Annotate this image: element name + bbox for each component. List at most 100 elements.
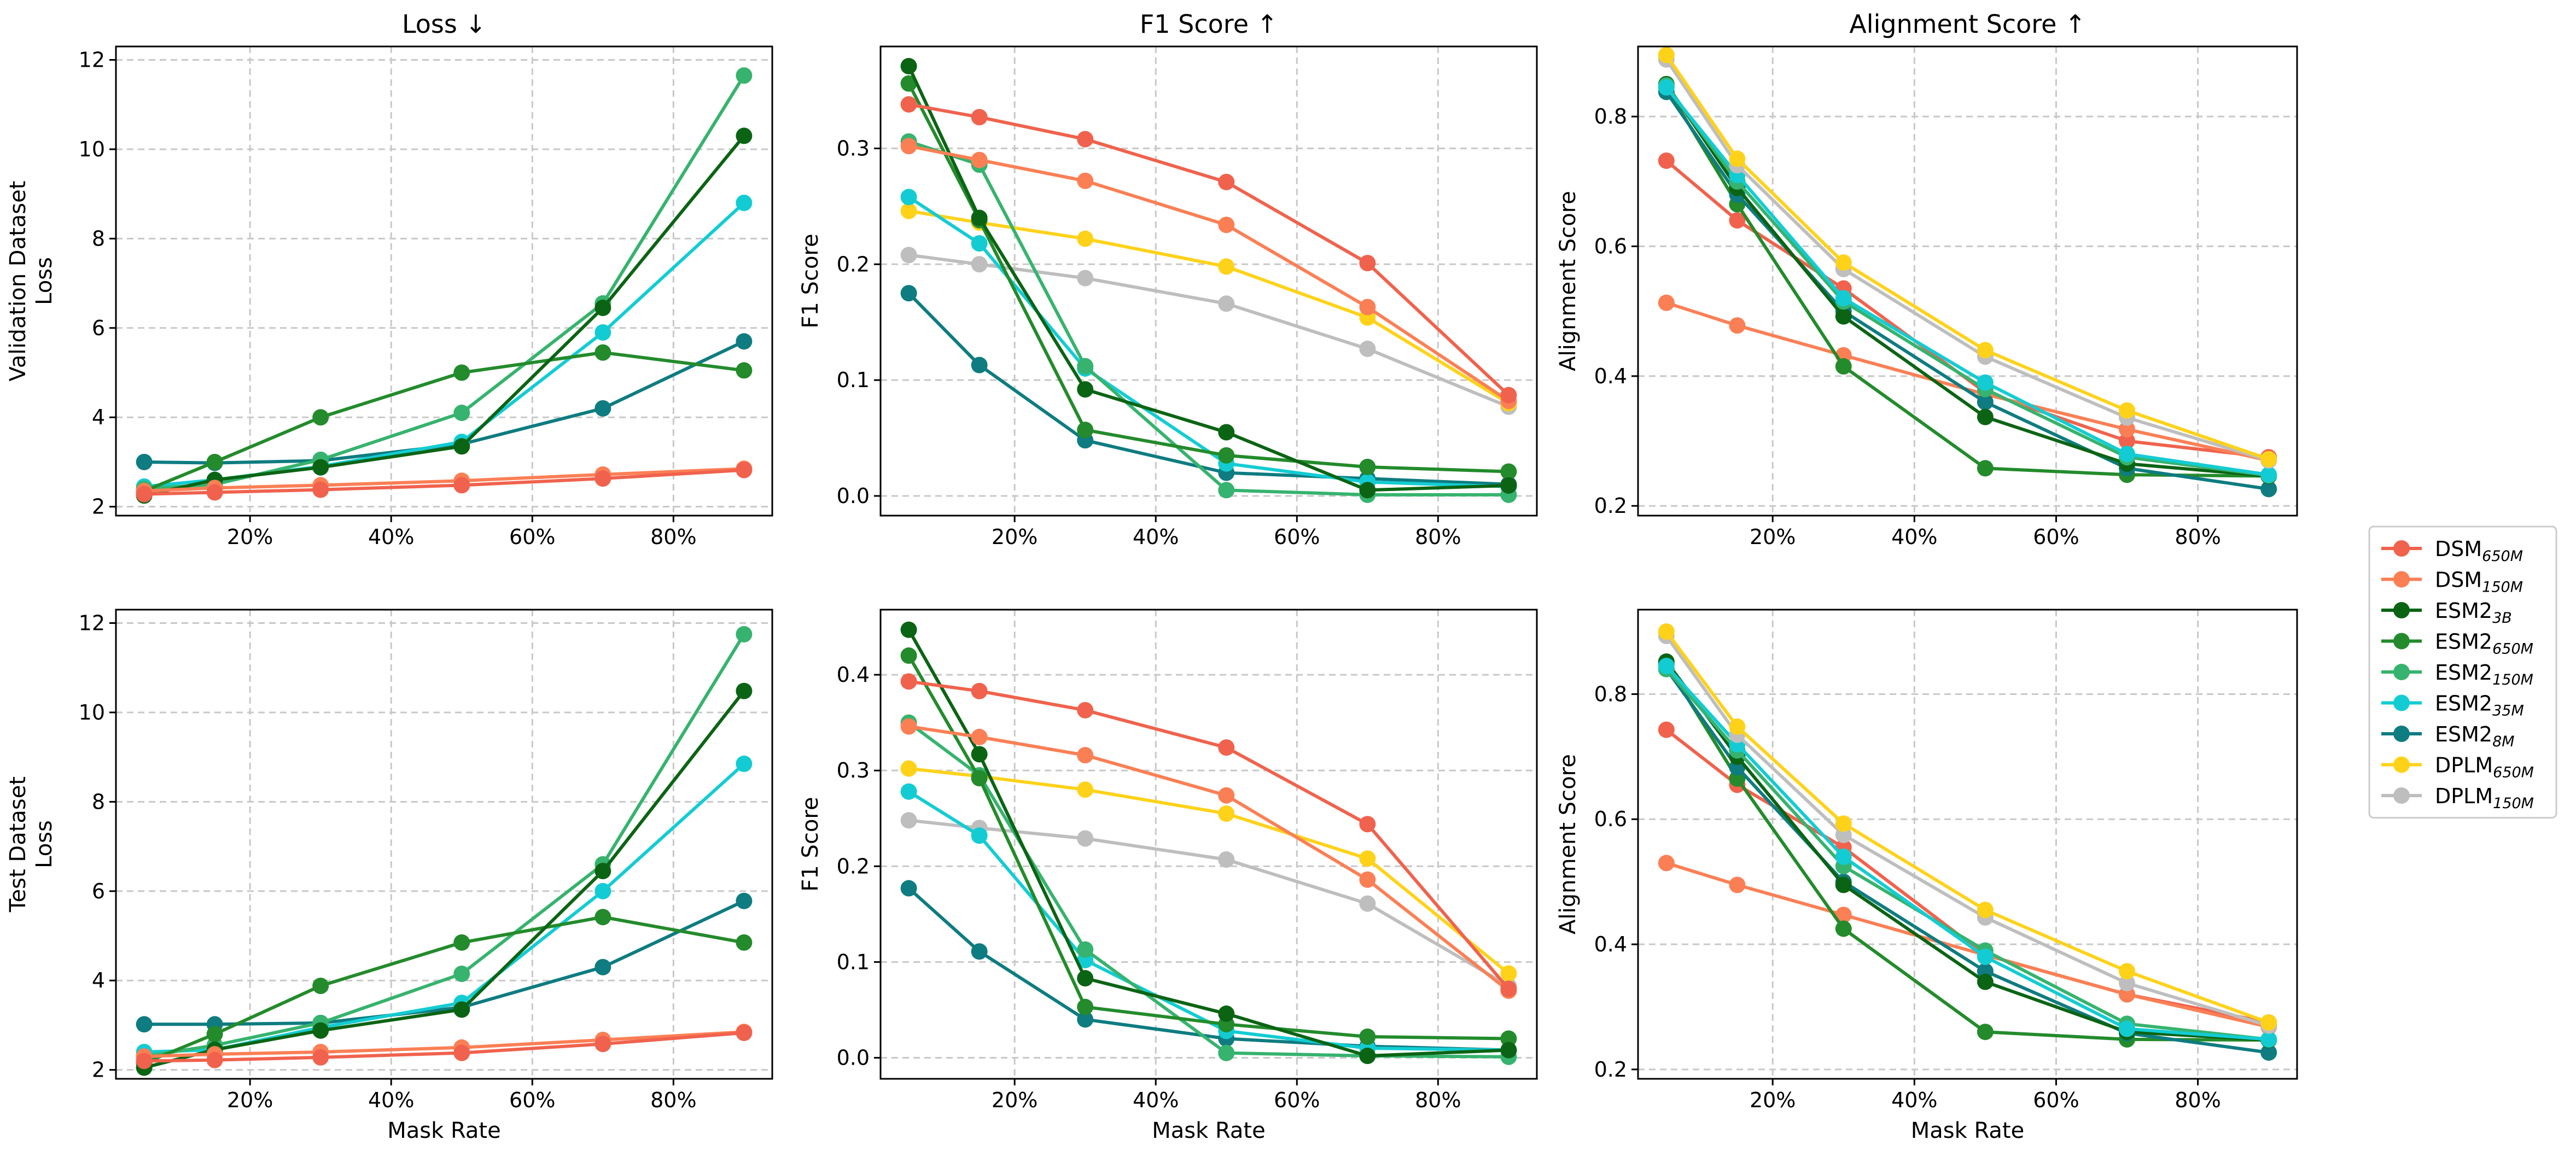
data-point-ESM2_3B (453, 438, 470, 455)
x-tick-label: 20% (1750, 525, 1796, 549)
legend-label: ESM235M (2435, 692, 2524, 720)
series-line-DSM650M (144, 1031, 744, 1063)
series-line-DSM150M (1665, 301, 2269, 463)
legend-label-subscript: 150M (2482, 579, 2523, 596)
legend-swatch-marker (2393, 633, 2410, 650)
data-point-DSM650M (136, 1053, 153, 1070)
subplot-test-loss: 20% 40% 60% 80% 2 4 6 8 10 12 Test Dataset Loss Mask… (5, 609, 773, 1143)
data-point-ESM2_650M (1835, 358, 1852, 375)
legend-entry-ESM2_650M: ESM2650M (2381, 630, 2533, 658)
y-tick-label: 0.2 (1594, 494, 1627, 518)
data-point-ESM2_3B (453, 1001, 470, 1018)
data-point-DSM150M (1218, 787, 1235, 804)
x-tick-label: 20% (992, 1088, 1038, 1112)
data-point-DSM150M (1658, 855, 1675, 872)
x-tick-label: 80% (1415, 525, 1461, 549)
x-tick-label: 20% (992, 525, 1038, 549)
data-point-DPLM150M (1835, 826, 1852, 843)
data-point-ESM2_8M (971, 357, 988, 373)
data-point-ESM2_150M (1077, 358, 1094, 375)
data-point-DSM650M (453, 477, 470, 494)
series-line-ESM2_650M (907, 83, 1509, 474)
x-tick-label: 20% (227, 525, 273, 549)
y-tick-label: 0.3 (837, 758, 870, 782)
data-point-DSM150M (1729, 317, 1746, 334)
data-point-DPLM650M (1835, 254, 1852, 271)
data-point-ESM2_35M (2260, 466, 2277, 483)
data-point-DPLM650M (1977, 342, 1994, 359)
data-point-ESM2_8M (136, 453, 153, 470)
series-line-ESM2_8M (907, 887, 1509, 1052)
y-tick-label: 0.3 (837, 136, 870, 160)
data-point-DPLM650M (1658, 623, 1675, 640)
series-line-ESM2_8M (907, 292, 1509, 486)
data-point-ESM2_150M (1077, 941, 1094, 958)
data-point-DSM650M (206, 1051, 223, 1068)
series-line-DPLM150M (908, 819, 1510, 987)
data-point-ESM2_35M (736, 195, 753, 211)
data-point-DPLM650M (2119, 963, 2136, 980)
series-line-ESM2_650M (1665, 663, 2269, 1042)
legend-label: DSM150M (2435, 568, 2523, 596)
data-point-DPLM650M (2260, 1014, 2277, 1031)
legend-label-base: ESM2 (2435, 630, 2492, 654)
data-point-DSM150M (900, 138, 917, 155)
data-point-DSM650M (1729, 212, 1746, 229)
x-tick-label: 80% (1415, 1088, 1461, 1112)
data-point-DPLM150M (2119, 974, 2136, 991)
legend-label-base: DSM (2435, 568, 2482, 592)
y-tick-label: 2 (92, 495, 105, 519)
data-point-DSM650M (971, 109, 988, 126)
data-point-ESM2_3B (312, 1022, 329, 1039)
series-line-DPLM650M (908, 767, 1510, 975)
legend-label: ESM2650M (2435, 630, 2533, 658)
data-point-ESM2_35M (1658, 79, 1675, 96)
legend-swatch-marker (2393, 664, 2410, 680)
data-point-ESM2_8M (900, 285, 917, 302)
data-point-DSM650M (453, 1044, 470, 1061)
legend-label-subscript: 150M (2492, 671, 2533, 688)
legend-label-base: DPLM (2435, 784, 2493, 808)
legend-label-base: DPLM (2435, 753, 2493, 778)
data-point-ESM2_650M (312, 409, 329, 426)
data-point-ESM2_3B (971, 746, 988, 763)
data-point-DSM650M (1359, 816, 1376, 833)
data-point-ESM2_650M (1835, 920, 1852, 937)
series-line-ESM2_3B (907, 629, 1509, 1057)
data-point-DSM650M (1658, 721, 1675, 738)
data-point-DSM150M (1729, 876, 1746, 893)
legend-swatch-marker (2393, 694, 2410, 711)
legend-label: DPLM150M (2435, 784, 2534, 812)
data-point-DSM650M (595, 470, 611, 487)
legend: DSM650MDSM150MESM23BESM2650MESM2150MESM2… (2368, 525, 2557, 819)
x-axis-label: Mask Rate (1152, 1118, 1265, 1143)
y-tick-label: 0.1 (837, 950, 870, 974)
x-tick-label: 40% (1133, 1088, 1179, 1112)
data-point-ESM2_650M (595, 344, 611, 361)
legend-swatch-marker (2393, 756, 2410, 773)
data-point-DPLM650M (1359, 850, 1376, 867)
data-point-DPLM650M (1835, 815, 1852, 832)
data-point-ESM2_35M (1658, 657, 1675, 674)
series-line-ESM2_8M (144, 340, 745, 465)
series-line-ESM2_35M (144, 762, 745, 1054)
data-point-DSM150M (1359, 871, 1376, 888)
y-tick-label: 0.2 (837, 854, 870, 878)
axes-frame (1637, 609, 2298, 1080)
data-point-ESM2_3B (736, 682, 753, 699)
subplot-test-align: 20% 40% 60% 80% 0.2 0.4 0.6 0.8 Alignment Score M… (1555, 609, 2298, 1143)
data-point-ESM2_35M (1835, 848, 1852, 865)
data-point-ESM2_8M (736, 892, 753, 909)
data-point-ESM2_650M (206, 453, 223, 470)
data-point-DPLM150M (1359, 340, 1376, 357)
data-point-DPLM650M (1500, 965, 1517, 982)
data-point-ESM2_150M (736, 626, 753, 642)
x-axis-label: Mask Rate (1911, 1118, 2024, 1143)
x-tick-label: 60% (509, 525, 555, 549)
data-point-ESM2_3B (1977, 973, 1994, 990)
data-point-ESM2_3B (1835, 876, 1852, 893)
y-tick-label: 6 (92, 879, 105, 903)
data-point-DSM150M (1658, 294, 1675, 311)
y-tick-label: 0.2 (837, 252, 870, 276)
